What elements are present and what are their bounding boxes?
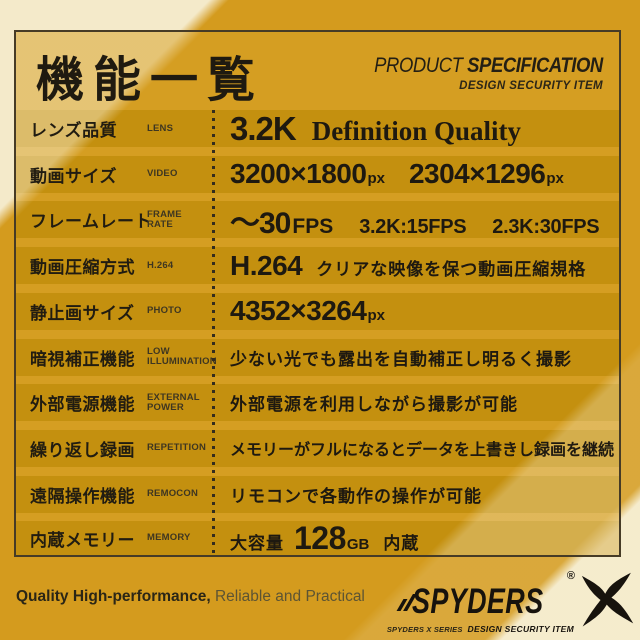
spec-label-jp: 外部電源機能 bbox=[30, 395, 135, 415]
spec-value-segment: 4352×3264 bbox=[230, 295, 367, 327]
spec-row: 暗視補正機能 LOW ILLUMINATION 少ない光でも露出を自動補正し明るく撮… bbox=[16, 339, 619, 376]
spec-value: H.264 クリアな映像を保つ動画圧縮規格 bbox=[230, 250, 586, 282]
specification-label: SPECIFICATION bbox=[467, 54, 603, 77]
logo-series-label: SPYDERS X SERIES bbox=[386, 625, 463, 634]
spec-label-en: H.264 bbox=[147, 259, 174, 271]
spec-label-en: VIDEO bbox=[147, 168, 178, 180]
spec-value-segment: 2.3K:30FPS bbox=[492, 215, 600, 238]
spec-label-jp: レンズ品質 bbox=[30, 121, 118, 140]
spec-label-en: FRAME RATE bbox=[147, 208, 182, 230]
spec-value-segment: 少ない光でも露出を自動補正し明るく撮影 bbox=[230, 349, 572, 369]
spec-label-jp: 暗視補正機能 bbox=[30, 349, 135, 369]
spec-value-segment: ～30 bbox=[230, 206, 291, 240]
spec-label-en: REMOCON bbox=[147, 488, 199, 500]
spec-value-segment: 外部電源を利用しながら撮影が可能 bbox=[230, 395, 518, 415]
spec-value: 大容量 128 GB 内蔵 bbox=[230, 520, 419, 555]
spec-value-segment: 大容量 bbox=[230, 533, 284, 553]
spec-label-en: EXTERNAL POWER bbox=[147, 391, 200, 413]
spec-label-en: PHOTO bbox=[147, 305, 182, 317]
spec-value-segment: GB bbox=[346, 535, 370, 553]
spec-value-segment: px bbox=[367, 170, 385, 188]
spec-row: 静止画サイズ PHOTO 4352×3264 px bbox=[16, 293, 619, 330]
spec-value-segment: px bbox=[367, 307, 385, 325]
spec-label-jp: 遠隔操作機能 bbox=[30, 486, 135, 506]
star-x-icon bbox=[581, 572, 634, 627]
spec-value-segment: 3.2K bbox=[230, 109, 297, 147]
spec-row: 内蔵メモリー MEMORY 大容量 128 GB 内蔵 bbox=[16, 520, 619, 555]
spec-label-jp: 静止画サイズ bbox=[30, 303, 135, 323]
spec-value-segment: H.264 bbox=[230, 249, 303, 281]
spec-value: 3.2K Definition Quality bbox=[230, 110, 521, 148]
spec-label-en: REPETITION bbox=[147, 442, 207, 454]
page-title: 機能一覧 bbox=[36, 54, 265, 107]
spec-label-jp: 動画サイズ bbox=[30, 166, 117, 186]
spec-label-en: LENS bbox=[147, 122, 174, 134]
product-spec-heading: PRODUCT SPECIFICATION DESIGN SECURITY IT… bbox=[343, 54, 603, 92]
logo-brand-text: SPYDERS bbox=[412, 582, 544, 621]
spec-content-layer: 機能一覧 PRODUCT SPECIFICATION DESIGN SECURI… bbox=[16, 32, 619, 555]
spec-value: 外部電源を利用しながら撮影が可能 bbox=[230, 390, 518, 415]
spec-frame: 機能一覧 PRODUCT SPECIFICATION DESIGN SECURI… bbox=[14, 30, 621, 557]
spec-value-segment: px bbox=[546, 170, 564, 188]
tagline-bold: Quality High-performance, bbox=[16, 588, 211, 605]
spec-value: 4352×3264 px bbox=[230, 295, 385, 327]
spec-value: メモリーがフルになるとデータを上書きし録画を継続 bbox=[230, 436, 614, 460]
spec-value-segment: 128 bbox=[294, 519, 346, 555]
spec-label-en: LOW ILLUMINATION bbox=[147, 346, 217, 367]
spec-value: リモコンで各動作の操作が可能 bbox=[230, 482, 482, 507]
spec-row: 動画圧縮方式 H.264 H.264 クリアな映像を保つ動画圧縮規格 bbox=[16, 247, 619, 284]
spec-row: フレームレート FRAME RATE ～30 FPS 3.2K:15FPS 2.3K:30… bbox=[16, 201, 619, 240]
spec-value-segment: FPS bbox=[292, 214, 334, 238]
product-spec-line: PRODUCT SPECIFICATION bbox=[374, 54, 603, 78]
spec-value-segment: メモリーがフルになるとデータを上書きし録画を継続 bbox=[230, 442, 615, 460]
spec-value: 3200×1800 px 2304×1296 px bbox=[230, 158, 564, 190]
spec-value: 少ない光でも露出を自動補正し明るく撮影 bbox=[230, 345, 572, 370]
registered-trademark-icon: ® bbox=[566, 570, 575, 582]
spec-row: 繰り返し録画 REPETITION メモリーがフルになるとデータを上書きし録画を継続 bbox=[16, 430, 619, 467]
spec-row: 動画サイズ VIDEO 3200×1800 px 2304×1296 px bbox=[16, 156, 619, 193]
tagline-rest: Reliable and Practical bbox=[210, 588, 365, 605]
column-divider-dotted-line bbox=[212, 110, 215, 555]
spec-row: 遠隔操作機能 REMOCON リモコンで各動作の操作が可能 bbox=[16, 476, 619, 513]
spec-label-jp: フレームレート bbox=[30, 212, 152, 232]
spec-value-segment: 2304×1296 bbox=[408, 158, 546, 190]
logo-subline: SPYDERS X SERIES DESIGN SECURITY ITEM bbox=[387, 619, 574, 637]
spyders-logo: SPYDERS ® SPYDERS X SERIES DESIGN SECURIT… bbox=[387, 570, 634, 634]
spec-value-segment: 3200×1800 bbox=[230, 158, 367, 190]
spec-row: レンズ品質 LENS 3.2K Definition Quality bbox=[16, 110, 619, 147]
spec-value-segment: リモコンで各動作の操作が可能 bbox=[230, 486, 482, 506]
spec-value-segment: Definition Quality bbox=[311, 115, 521, 146]
design-security-item-label: DESIGN SECURITY ITEM bbox=[459, 80, 603, 92]
spec-value-segment: 内蔵 bbox=[383, 533, 420, 553]
spec-label-jp: 繰り返し録画 bbox=[30, 440, 135, 460]
footer-tagline: Quality High-performance, Reliable and P… bbox=[16, 588, 365, 606]
product-label: PRODUCT bbox=[374, 54, 468, 77]
spec-row: 外部電源機能 EXTERNAL POWER 外部電源を利用しながら撮影が可能 bbox=[16, 384, 619, 421]
spec-value-segment: 3.2K:15FPS bbox=[359, 215, 467, 238]
spec-value-segment: クリアな映像を保つ動画圧縮規格 bbox=[316, 259, 587, 279]
spec-frame-inner: 機能一覧 PRODUCT SPECIFICATION DESIGN SECURI… bbox=[16, 32, 619, 555]
spec-label-jp: 内蔵メモリー bbox=[30, 530, 135, 550]
spec-label-en: MEMORY bbox=[147, 532, 191, 544]
logo-item-label: DESIGN SECURITY ITEM bbox=[467, 624, 574, 634]
spec-label-jp: 動画圧縮方式 bbox=[30, 258, 135, 278]
spec-value: ～30 FPS 3.2K:15FPS 2.3K:30FPS bbox=[230, 198, 600, 242]
